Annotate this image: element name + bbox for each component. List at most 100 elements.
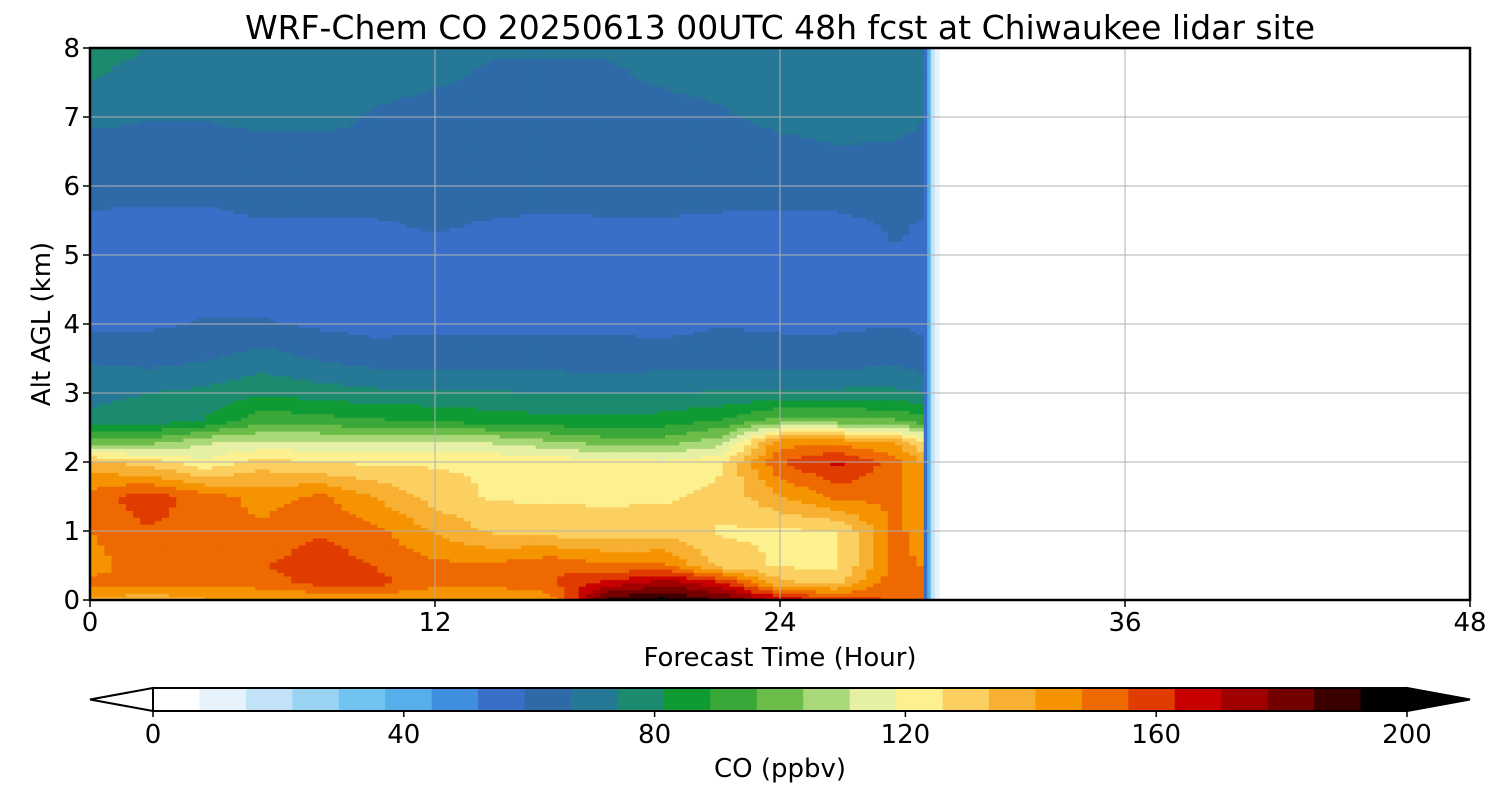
heatmap-cell [133, 151, 141, 156]
heatmap-cell [104, 365, 113, 370]
heatmap-cell [183, 403, 192, 408]
heatmap-cell [169, 448, 177, 453]
heatmap-cell [269, 85, 278, 90]
heatmap-cell [312, 589, 321, 594]
heatmap-cell [161, 48, 170, 53]
heatmap-cell [284, 282, 292, 287]
heatmap-cell [169, 65, 177, 70]
heatmap-cell [161, 161, 170, 166]
heatmap-cell [291, 417, 300, 422]
heatmap-cell [161, 513, 170, 518]
heatmap-cell [298, 593, 307, 598]
heatmap-cell [97, 223, 105, 228]
heatmap-cell [262, 306, 271, 311]
heatmap-cell [219, 196, 228, 201]
heatmap-cell [233, 489, 242, 494]
heatmap-cell [255, 289, 264, 294]
heatmap-cell [161, 379, 170, 384]
heatmap-cell [269, 320, 278, 325]
heatmap-cell [111, 596, 120, 601]
heatmap-cell [140, 141, 149, 146]
heatmap-cell [269, 51, 278, 56]
heatmap-cell [240, 513, 249, 518]
heatmap-cell [205, 68, 213, 73]
heatmap-cell [118, 465, 127, 470]
heatmap-cell [276, 555, 285, 560]
heatmap-cell [190, 334, 199, 339]
heatmap-cell [205, 265, 213, 270]
heatmap-cell [298, 117, 307, 122]
heatmap-cell [111, 261, 120, 266]
heatmap-cell [284, 179, 292, 184]
heatmap-cell [212, 303, 220, 308]
heatmap-cell [212, 565, 220, 570]
heatmap-cell [90, 437, 98, 442]
heatmap-cell [284, 503, 292, 508]
heatmap-cell [240, 534, 249, 539]
heatmap-cell [298, 420, 307, 425]
heatmap-cell [90, 537, 98, 542]
heatmap-cell [118, 92, 127, 97]
heatmap-cell [90, 292, 98, 297]
heatmap-cell [226, 541, 235, 546]
heatmap-cell [118, 430, 127, 435]
heatmap-cell [190, 261, 199, 266]
heatmap-cell [240, 165, 249, 170]
heatmap-cell [291, 213, 300, 218]
heatmap-cell [276, 192, 285, 197]
heatmap-cell [269, 317, 278, 322]
heatmap-cell [118, 310, 127, 315]
heatmap-cell [248, 558, 256, 563]
heatmap-cell [269, 303, 278, 308]
heatmap-cell [284, 141, 292, 146]
heatmap-cell [140, 54, 149, 59]
heatmap-cell [240, 506, 249, 511]
heatmap-cell [169, 379, 177, 384]
heatmap-cell [248, 506, 256, 511]
heatmap-cell [305, 213, 314, 218]
heatmap-cell [118, 134, 127, 139]
heatmap-cell [133, 96, 141, 101]
heatmap-cell [97, 489, 105, 494]
heatmap-cell [305, 141, 314, 146]
heatmap-cell [291, 282, 300, 287]
heatmap-cell [226, 499, 235, 504]
heatmap-cell [305, 96, 314, 101]
heatmap-cell [147, 313, 156, 318]
heatmap-cell [284, 106, 292, 111]
heatmap-cell [255, 586, 264, 591]
heatmap-cell [183, 551, 192, 556]
heatmap-cell [97, 144, 105, 149]
heatmap-cell [226, 458, 235, 463]
heatmap-cell [226, 68, 235, 73]
heatmap-cell [147, 175, 156, 180]
heatmap-cell [90, 427, 98, 432]
heatmap-cell [233, 593, 242, 598]
heatmap-cell [269, 441, 278, 446]
heatmap-cell [291, 358, 300, 363]
heatmap-cell [205, 593, 213, 598]
heatmap-cell [190, 179, 199, 184]
heatmap-cell [133, 123, 141, 128]
heatmap-cell [212, 413, 220, 418]
heatmap-cell [240, 189, 249, 194]
heatmap-cell [169, 72, 177, 77]
heatmap-cell [219, 506, 228, 511]
heatmap-cell [226, 206, 235, 211]
heatmap-cell [298, 113, 307, 118]
heatmap-cell [255, 486, 264, 491]
heatmap-cell [176, 575, 185, 580]
heatmap-cell [169, 517, 177, 522]
heatmap-cell [169, 279, 177, 284]
heatmap-cell [118, 89, 127, 94]
heatmap-cell [90, 227, 98, 232]
heatmap-cell [255, 448, 264, 453]
heatmap-cell [183, 368, 192, 373]
heatmap-cell [233, 458, 242, 463]
heatmap-cell [104, 255, 113, 260]
heatmap-cell [305, 427, 314, 432]
heatmap-cell [298, 379, 307, 384]
heatmap-cell [240, 210, 249, 215]
heatmap-cell [219, 558, 228, 563]
heatmap-cell [219, 292, 228, 297]
